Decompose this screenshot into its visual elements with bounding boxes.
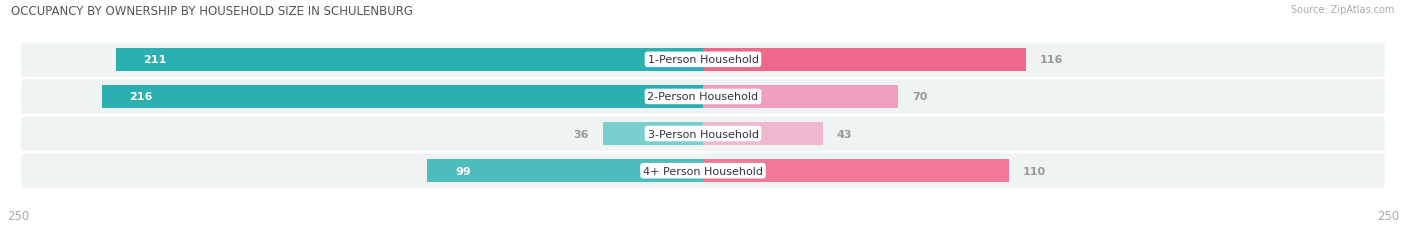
Text: 216: 216: [129, 92, 153, 102]
Text: 43: 43: [837, 129, 852, 139]
Text: OCCUPANCY BY OWNERSHIP BY HOUSEHOLD SIZE IN SCHULENBURG: OCCUPANCY BY OWNERSHIP BY HOUSEHOLD SIZE…: [11, 5, 413, 18]
FancyBboxPatch shape: [21, 154, 1385, 188]
Text: 1-Person Household: 1-Person Household: [648, 55, 758, 65]
FancyBboxPatch shape: [21, 43, 1385, 77]
Text: 116: 116: [1040, 55, 1063, 65]
Bar: [703, 122, 823, 146]
Bar: [101, 85, 703, 109]
Text: 70: 70: [912, 92, 927, 102]
Text: Source: ZipAtlas.com: Source: ZipAtlas.com: [1291, 5, 1395, 15]
Text: 211: 211: [143, 55, 167, 65]
Text: 99: 99: [456, 166, 471, 176]
Bar: [603, 122, 703, 146]
FancyBboxPatch shape: [21, 80, 1385, 114]
FancyBboxPatch shape: [21, 117, 1385, 151]
Bar: [427, 159, 703, 182]
Text: 250: 250: [1376, 209, 1399, 222]
Text: 2-Person Household: 2-Person Household: [647, 92, 759, 102]
Text: 3-Person Household: 3-Person Household: [648, 129, 758, 139]
Bar: [115, 49, 703, 72]
Text: 110: 110: [1024, 166, 1046, 176]
Text: 36: 36: [574, 129, 589, 139]
Text: 4+ Person Household: 4+ Person Household: [643, 166, 763, 176]
Bar: [703, 159, 1010, 182]
Bar: [703, 85, 898, 109]
Bar: [703, 49, 1026, 72]
Text: 250: 250: [7, 209, 30, 222]
